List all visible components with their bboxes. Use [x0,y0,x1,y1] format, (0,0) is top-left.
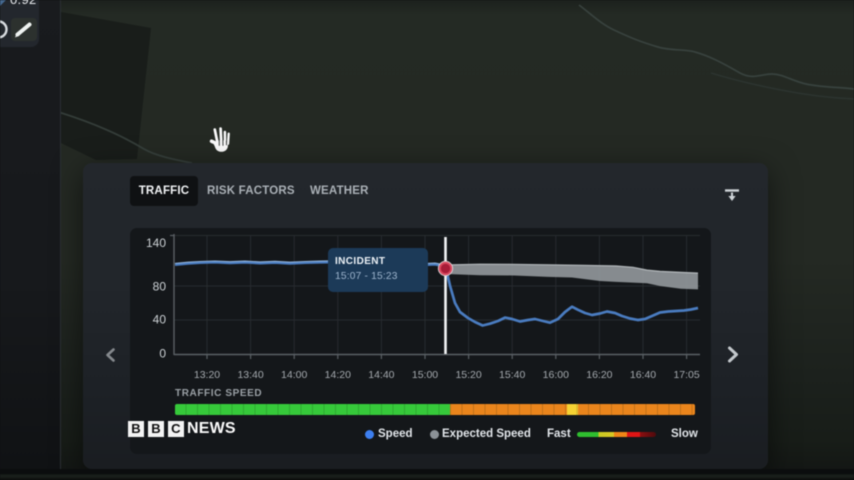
svg-text:16:20: 16:20 [586,369,612,381]
svg-text:16:00: 16:00 [543,369,569,381]
svg-text:15:20: 15:20 [455,369,481,381]
svg-text:140: 140 [146,236,166,250]
svg-text:40: 40 [153,313,167,327]
svg-text:14:40: 14:40 [368,369,394,381]
svg-text:14:20: 14:20 [325,369,351,381]
svg-text:13:40: 13:40 [237,369,263,381]
svg-text:15:40: 15:40 [499,369,525,381]
svg-text:15:00: 15:00 [412,369,438,381]
svg-text:16:40: 16:40 [630,369,656,381]
svg-text:13:20: 13:20 [194,369,220,381]
svg-text:17:05: 17:05 [673,369,699,381]
svg-text:80: 80 [153,280,167,294]
svg-text:14:00: 14:00 [281,369,307,381]
svg-text:0: 0 [159,347,166,361]
